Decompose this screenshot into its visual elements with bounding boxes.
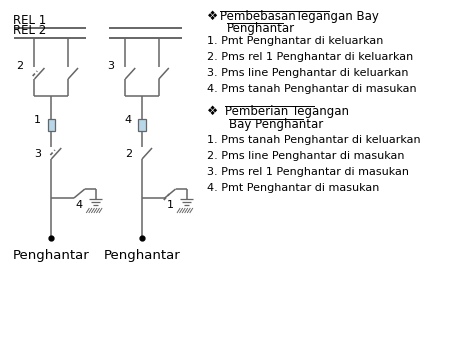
Text: Penghantar: Penghantar [13,249,90,263]
Text: REL 2: REL 2 [13,24,46,37]
Text: Bay Penghantar: Bay Penghantar [229,118,323,131]
Bar [139,119,146,131]
Bar [48,119,55,131]
Text: 4. Pmt Penghantar di masukan: 4. Pmt Penghantar di masukan [207,183,379,193]
Text: Pemberian Tegangan: Pemberian Tegangan [225,105,349,118]
Text: 3. Pms line Penghantar di keluarkan: 3. Pms line Penghantar di keluarkan [207,68,409,78]
Text: 1: 1 [166,200,174,210]
Text: 4: 4 [125,115,132,125]
Text: 3: 3 [108,61,114,71]
Text: 2. Pms line Penghantar di masukan: 2. Pms line Penghantar di masukan [207,151,405,161]
Text: 2: 2 [17,61,23,71]
Text: 3: 3 [34,149,41,159]
Text: REL 1: REL 1 [13,14,46,27]
Text: 1: 1 [34,115,41,125]
Text: 1. Pmt Penghantar di keluarkan: 1. Pmt Penghantar di keluarkan [207,36,383,46]
Text: 4. Pms tanah Penghantar di masukan: 4. Pms tanah Penghantar di masukan [207,84,417,94]
Text: 1. Pms tanah Penghantar di keluarkan: 1. Pms tanah Penghantar di keluarkan [207,135,421,145]
Text: 2. Pms rel 1 Penghantar di keluarkan: 2. Pms rel 1 Penghantar di keluarkan [207,52,413,62]
Text: ❖: ❖ [207,10,218,23]
Text: ❖: ❖ [207,105,218,118]
Text: 2: 2 [125,149,132,159]
Text: Penghantar: Penghantar [104,249,180,263]
Text: 4: 4 [76,200,83,210]
Text: PembebasanTegangan Bay: PembebasanTegangan Bay [220,10,378,23]
Text: Penghantar: Penghantar [227,22,295,35]
Text: 3. Pms rel 1 Penghantar di masukan: 3. Pms rel 1 Penghantar di masukan [207,167,409,177]
